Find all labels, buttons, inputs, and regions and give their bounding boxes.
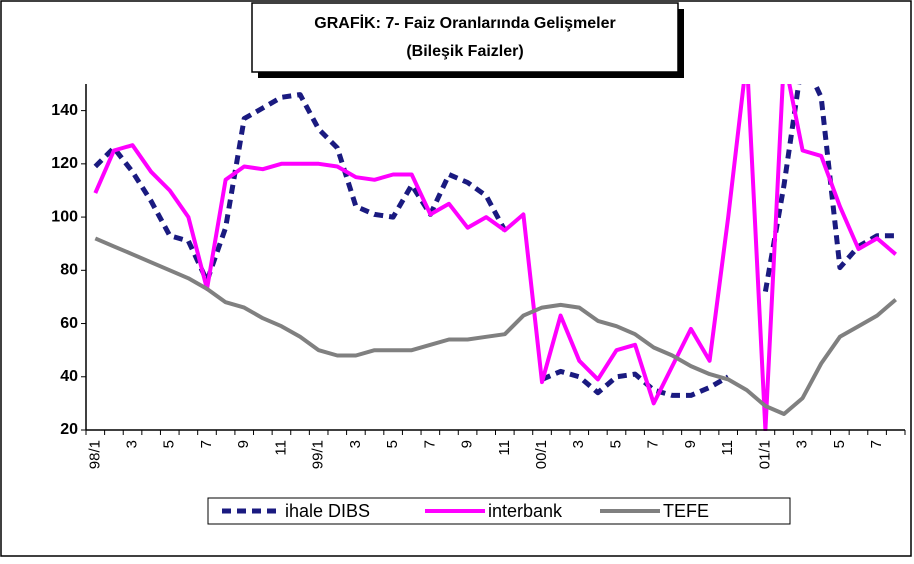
x-tick-label: 9	[682, 440, 699, 448]
legend-label: TEFE	[663, 501, 709, 521]
x-tick-label: 01/1	[756, 440, 773, 469]
x-tick-label: 7	[421, 440, 438, 448]
x-tick-label: 3	[794, 440, 811, 448]
legend-box	[207, 497, 791, 525]
y-tick-label: 40	[60, 368, 78, 385]
x-tick-label: 3	[347, 440, 364, 448]
x-tick-label: 3	[570, 440, 587, 448]
series-line	[94, 236, 898, 416]
x-tick-label: 5	[607, 440, 624, 448]
x-tick-label: 5	[831, 440, 848, 448]
y-tick-label: 140	[51, 102, 78, 119]
x-tick-label: 5	[384, 440, 401, 448]
x-tick-label: 9	[459, 440, 476, 448]
x-tick-label: 11	[496, 440, 513, 456]
y-tick-label: 60	[60, 315, 78, 332]
x-tick-label: 99/1	[310, 440, 327, 469]
y-tick-label: 100	[51, 208, 78, 225]
x-tick-label: 3	[124, 440, 141, 448]
y-tick-label: 120	[51, 155, 78, 172]
series-line	[93, 84, 897, 431]
x-tick-label: 00/1	[533, 440, 550, 469]
y-tick-label: 20	[60, 421, 78, 438]
x-tick-label: 11	[272, 440, 289, 456]
x-tick-label: 9	[235, 440, 252, 448]
chart-subtitle: (Bileşik Faizler)	[406, 43, 523, 60]
y-tick-label: 80	[60, 262, 78, 279]
title-box	[251, 2, 679, 73]
chart-title: GRAFİK: 7- Faiz Oranlarında Gelişmeler	[314, 14, 615, 32]
x-tick-label: 98/1	[86, 440, 103, 469]
x-tick-label: 7	[868, 440, 885, 448]
x-tick-label: 7	[198, 440, 215, 448]
x-tick-label: 11	[719, 440, 736, 456]
x-tick-label: 5	[161, 440, 178, 448]
x-tick-label: 7	[645, 440, 662, 448]
legend-label: interbank	[488, 501, 563, 521]
plot-area	[93, 84, 898, 431]
legend-label: ihale DIBS	[285, 501, 370, 521]
